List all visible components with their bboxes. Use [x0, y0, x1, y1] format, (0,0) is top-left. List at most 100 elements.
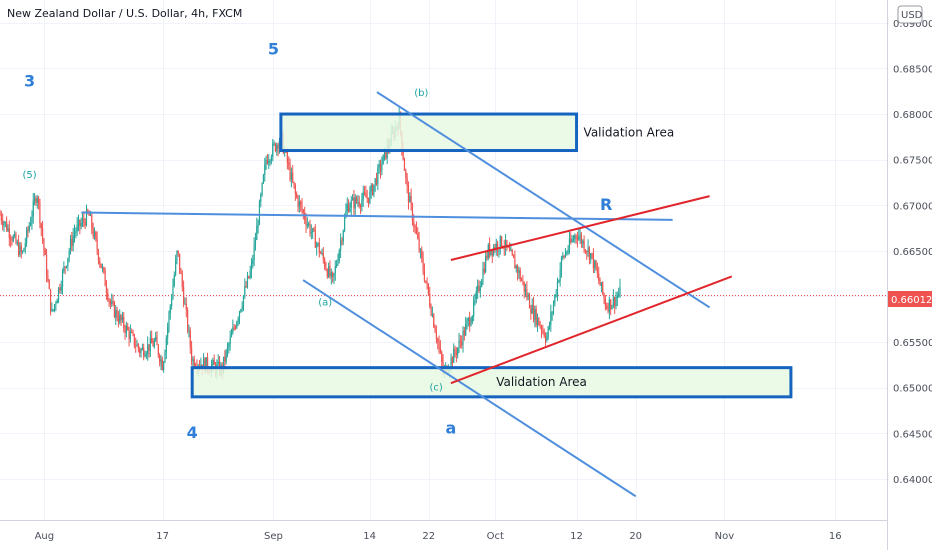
validation-box[interactable]: Validation Area [279, 112, 674, 153]
candle-body [544, 336, 547, 341]
candle-body [407, 185, 410, 203]
candle-body [200, 364, 202, 367]
candle-body [497, 243, 499, 251]
candle-body [97, 250, 100, 261]
candle-body [365, 193, 367, 198]
candle-body [242, 295, 245, 307]
candle-body [290, 172, 292, 180]
x-tick-label: Aug [35, 531, 55, 542]
candle-body [522, 280, 524, 282]
candle-body [455, 352, 457, 355]
y-tick-label: 0.67500 [893, 156, 932, 167]
candle-body [402, 148, 404, 160]
wave-labels: 3 (5) 5 4 (b) (a) (c) a R [22, 40, 612, 442]
candle-body [143, 347, 145, 357]
candle-body [32, 200, 34, 217]
candle-body [226, 346, 229, 351]
axes [0, 0, 888, 550]
candle-body [608, 299, 610, 312]
candle-body [305, 219, 307, 226]
candle-body [260, 194, 262, 202]
candle-body [129, 332, 131, 339]
candle-body [256, 225, 258, 240]
candle-body [602, 282, 604, 294]
candle-body [491, 250, 493, 255]
candle-body [28, 225, 30, 231]
candle-body [421, 249, 423, 259]
candle-body [185, 303, 187, 310]
candle-body [155, 336, 157, 341]
candle-body [477, 285, 479, 291]
candle-body [128, 330, 130, 339]
candle-body [535, 308, 537, 325]
candle-body [504, 240, 507, 249]
candle-body [30, 222, 32, 226]
candle-body [355, 197, 358, 203]
blue-trend-line[interactable] [302, 279, 637, 498]
candle-body [546, 337, 548, 341]
candle-body [71, 239, 73, 246]
candle-body [85, 209, 88, 226]
candle-body [598, 273, 600, 281]
blue-trend-line[interactable] [376, 91, 711, 309]
candle-body [160, 359, 162, 363]
candle-body [145, 353, 147, 356]
candle-body [104, 270, 106, 286]
red-trend-line[interactable] [450, 195, 710, 261]
candle-body [258, 201, 261, 225]
candle-body [306, 223, 308, 226]
candle-body [120, 315, 122, 321]
candle-body [554, 294, 556, 304]
red-trend-line[interactable] [450, 275, 733, 385]
candle-body [359, 205, 362, 207]
candle-body [147, 344, 149, 354]
validation-box[interactable]: Validation Area [190, 366, 793, 399]
candle-body [107, 292, 109, 300]
candle-body [590, 253, 592, 260]
candle-body [313, 228, 315, 231]
candle-body [320, 253, 322, 255]
candle-body [351, 197, 354, 201]
candle-body [463, 330, 465, 336]
candle-body [558, 280, 560, 283]
candle-body [618, 294, 620, 297]
candle-body [133, 334, 135, 346]
candle-body [76, 224, 78, 232]
candle-body [524, 288, 527, 292]
candle-body [516, 265, 519, 273]
candle-body [508, 247, 511, 251]
candle-body [53, 304, 56, 310]
y-tick-label: 0.64000 [893, 475, 932, 486]
x-tick-label: Oct [487, 531, 504, 542]
candle-body [172, 285, 174, 299]
wave-label: 4 [187, 423, 198, 442]
candle-body [506, 240, 508, 247]
candle-body [367, 197, 370, 203]
x-axis-ticks[interactable]: Aug 17 Sep 14 22 Oct 12 20 Nov 16 [35, 531, 842, 542]
candle-body [10, 238, 12, 240]
candle-body [87, 209, 89, 213]
currency-badge-box [897, 5, 923, 24]
candle-body [507, 246, 509, 248]
candle-body [81, 218, 84, 223]
candle-body [551, 312, 553, 314]
candle-body [268, 160, 270, 164]
blue-trend-line[interactable] [81, 211, 673, 221]
candle-body [543, 331, 545, 337]
candle-body [382, 154, 384, 165]
candle-body [481, 281, 483, 287]
candle-body [289, 164, 291, 180]
candle-body [272, 143, 274, 157]
candle-body [181, 273, 183, 288]
candle-body [121, 316, 124, 321]
x-tick-label: 14 [363, 531, 376, 542]
y-axis-ticks[interactable]: 0.69000 0.68500 0.68000 0.67500 0.67000 0.665… [893, 19, 932, 486]
candle-body [266, 160, 269, 164]
currency-badge[interactable]: USD [897, 5, 923, 24]
candle-body [441, 351, 443, 362]
candle-body [67, 257, 69, 267]
y-tick-label: 0.66500 [893, 247, 932, 258]
candle-body [109, 300, 112, 304]
